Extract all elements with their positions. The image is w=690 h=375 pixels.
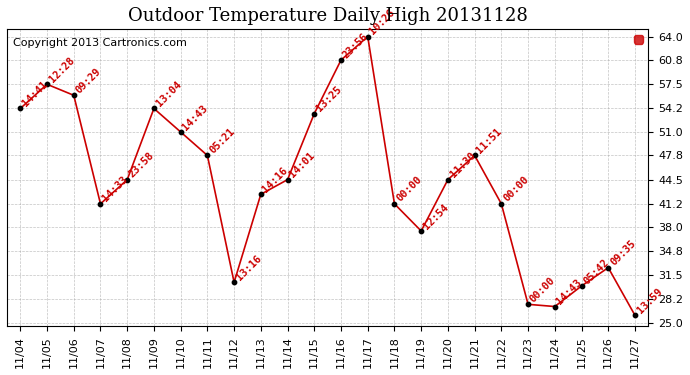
Point (228, 279, 239, 285)
Point (255, 191, 266, 197)
Text: 11:30: 11:30 (448, 150, 477, 180)
Point (308, 111, 319, 117)
Point (496, 201, 507, 207)
Text: 00:00: 00:00 (528, 275, 558, 304)
Text: 14:01: 14:01 (288, 150, 317, 180)
Point (282, 177, 293, 183)
Text: 23:56: 23:56 (341, 31, 370, 60)
Text: 12:54: 12:54 (421, 202, 451, 231)
Text: 05:42: 05:42 (582, 257, 611, 286)
Point (121, 177, 132, 183)
Point (442, 177, 453, 183)
Text: 00:00: 00:00 (502, 175, 531, 204)
Text: Copyright 2013 Cartronics.com: Copyright 2013 Cartronics.com (13, 38, 187, 48)
Text: 14:41: 14:41 (20, 80, 50, 108)
Point (95, 201, 106, 207)
Text: 14:43: 14:43 (181, 103, 210, 132)
Text: 05:21: 05:21 (208, 126, 237, 155)
Point (148, 105, 159, 111)
Point (522, 302, 533, 307)
Point (415, 228, 426, 234)
Point (41, 81, 52, 87)
Text: 09:35: 09:35 (609, 238, 638, 268)
Text: 12:28: 12:28 (47, 55, 76, 84)
Point (335, 57, 346, 63)
Text: 10:26: 10:26 (368, 8, 397, 37)
Text: 14:43: 14:43 (555, 278, 584, 306)
Point (202, 152, 213, 158)
Point (576, 283, 587, 289)
Text: 14:33: 14:33 (101, 175, 130, 204)
Text: 11:51: 11:51 (475, 126, 504, 155)
Point (469, 152, 480, 158)
Title: Outdoor Temperature Daily High 20131128: Outdoor Temperature Daily High 20131128 (128, 7, 528, 25)
Legend:  (634, 35, 643, 44)
Text: 13:04: 13:04 (154, 80, 183, 108)
Point (603, 265, 614, 271)
Point (175, 129, 186, 135)
Point (362, 34, 373, 40)
Text: 14:16: 14:16 (261, 165, 290, 194)
Point (389, 201, 400, 207)
Point (629, 312, 640, 318)
Text: 00:00: 00:00 (395, 175, 424, 204)
Text: 09:29: 09:29 (74, 66, 103, 95)
Text: 23:58: 23:58 (127, 150, 157, 180)
Text: 13:16: 13:16 (234, 253, 264, 282)
Point (68, 92, 79, 98)
Text: 13:59: 13:59 (635, 286, 664, 315)
Point (14, 105, 26, 111)
Text: 13:25: 13:25 (314, 84, 344, 114)
Point (549, 303, 560, 309)
